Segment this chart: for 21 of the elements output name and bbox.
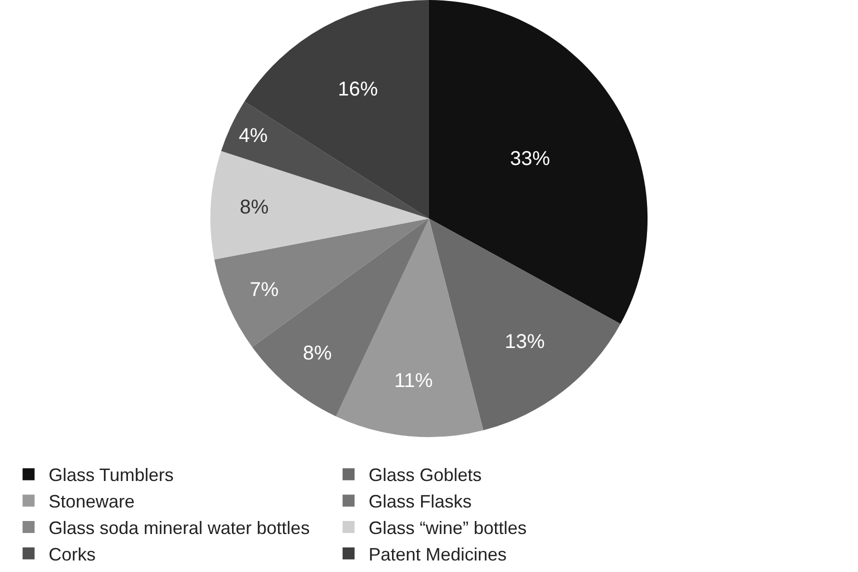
legend-label: Glass soda mineral water bottles <box>48 518 310 538</box>
data-label: 8% <box>302 342 332 364</box>
pie-slice <box>221 101 429 219</box>
data-label: 11% <box>394 370 434 392</box>
legend-label: Stoneware <box>48 492 135 512</box>
data-label: 16% <box>338 78 378 100</box>
data-label: 4% <box>238 124 268 147</box>
data-label: 33% <box>510 148 550 170</box>
pie-slice <box>214 218 429 348</box>
pie-slice <box>429 0 648 324</box>
legend-label: Patent Medicines <box>368 544 507 564</box>
legend-label: Corks <box>48 544 96 564</box>
pie-slice <box>336 218 484 438</box>
data-label: 13% <box>504 331 545 354</box>
data-label: 8% <box>240 196 269 219</box>
data-label: 7% <box>250 278 279 301</box>
legend-label: Glass Flasks <box>368 492 472 512</box>
pie-slice <box>210 151 429 260</box>
legend-label: Glass Tumblers <box>48 465 174 486</box>
legend-label: Glass Goblets <box>368 465 482 486</box>
legend-label: Glass “wine” bottles <box>368 518 527 538</box>
